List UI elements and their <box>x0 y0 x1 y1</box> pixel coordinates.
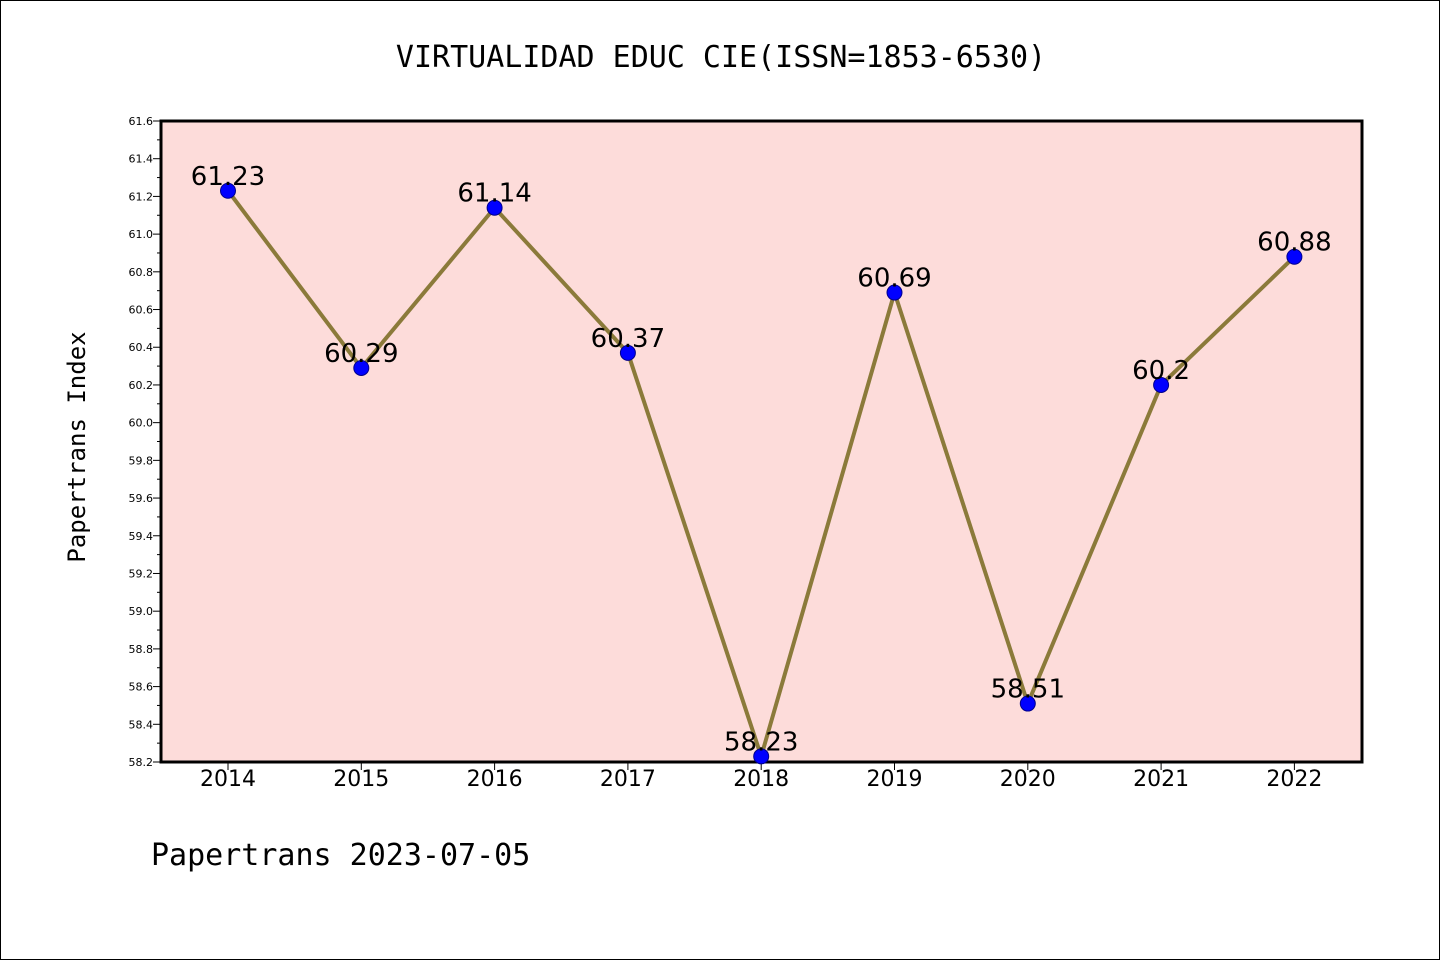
data-label: 58.23 <box>724 727 798 757</box>
data-point <box>1286 248 1303 265</box>
chart-title: VIRTUALIDAD EDUC CIE(ISSN=1853-6530) <box>396 40 1046 75</box>
x-tick-label: 2015 <box>333 767 389 792</box>
data-point <box>1019 695 1036 712</box>
y-tick-label: 60.4 <box>129 341 154 354</box>
x-tick-label: 2016 <box>467 767 523 792</box>
data-label: 61.14 <box>457 179 531 209</box>
data-labels-group: 61.23 60.29 61.14 60.37 58.23 60.69 58.51 60.2 6… <box>191 162 1332 758</box>
x-tick-label: 2020 <box>1000 767 1056 792</box>
data-label: 60.88 <box>1257 228 1331 258</box>
y-tick-label: 61.6 <box>129 115 154 128</box>
footer-text: Papertrans 2023-07-05 <box>151 838 530 873</box>
x-tick-label: 2021 <box>1133 767 1189 792</box>
data-point <box>619 344 636 361</box>
data-point <box>753 748 770 765</box>
y-tick-label: 60.8 <box>129 266 154 279</box>
data-label: 60.2 <box>1132 356 1190 386</box>
markers-group <box>220 182 1303 765</box>
y-axis-label: Papertrans Index <box>63 331 91 562</box>
y-tick-label: 59.2 <box>129 567 154 580</box>
data-point <box>1153 376 1170 393</box>
data-label: 61.23 <box>191 162 265 192</box>
x-tick-label: 2018 <box>733 767 789 792</box>
y-tick-label: 59.6 <box>129 492 154 505</box>
data-point <box>486 199 503 216</box>
plot-area <box>159 119 1364 764</box>
data-label: 60.37 <box>591 324 665 354</box>
y-tick-label: 61.2 <box>129 190 154 203</box>
y-tick-label: 61.4 <box>129 153 154 166</box>
y-tick-label: 58.2 <box>129 756 154 769</box>
y-tick-label: 59.4 <box>129 530 154 543</box>
data-point <box>886 284 903 301</box>
x-tick-label: 2019 <box>867 767 923 792</box>
data-label: 58.51 <box>991 675 1065 705</box>
x-tick-label: 2022 <box>1266 767 1322 792</box>
data-label: 60.29 <box>324 339 398 369</box>
y-tick-label: 60.0 <box>129 417 154 430</box>
data-label: 60.69 <box>857 264 931 294</box>
y-tick-label: 61.0 <box>129 228 154 241</box>
y-tick-label: 59.8 <box>129 454 154 467</box>
y-tick-label: 58.8 <box>129 643 154 656</box>
y-tick-label: 60.2 <box>129 379 154 392</box>
data-point <box>220 182 236 199</box>
data-point <box>353 359 370 376</box>
x-tick-label: 2014 <box>200 767 256 792</box>
y-tick-label: 58.6 <box>129 681 154 694</box>
y-tick-label: 60.6 <box>129 304 154 317</box>
y-tick-label: 59.0 <box>129 605 154 618</box>
x-axis: 2014 2015 2016 2017 2018 2019 2020 2021 2022 <box>200 762 1322 792</box>
y-axis: 58.2 58.4 58.6 58.8 59.0 59.2 59.4 59.6 59.8 60.0… <box>129 115 161 769</box>
y-tick-label: 58.4 <box>129 718 154 731</box>
x-tick-label: 2017 <box>600 767 656 792</box>
